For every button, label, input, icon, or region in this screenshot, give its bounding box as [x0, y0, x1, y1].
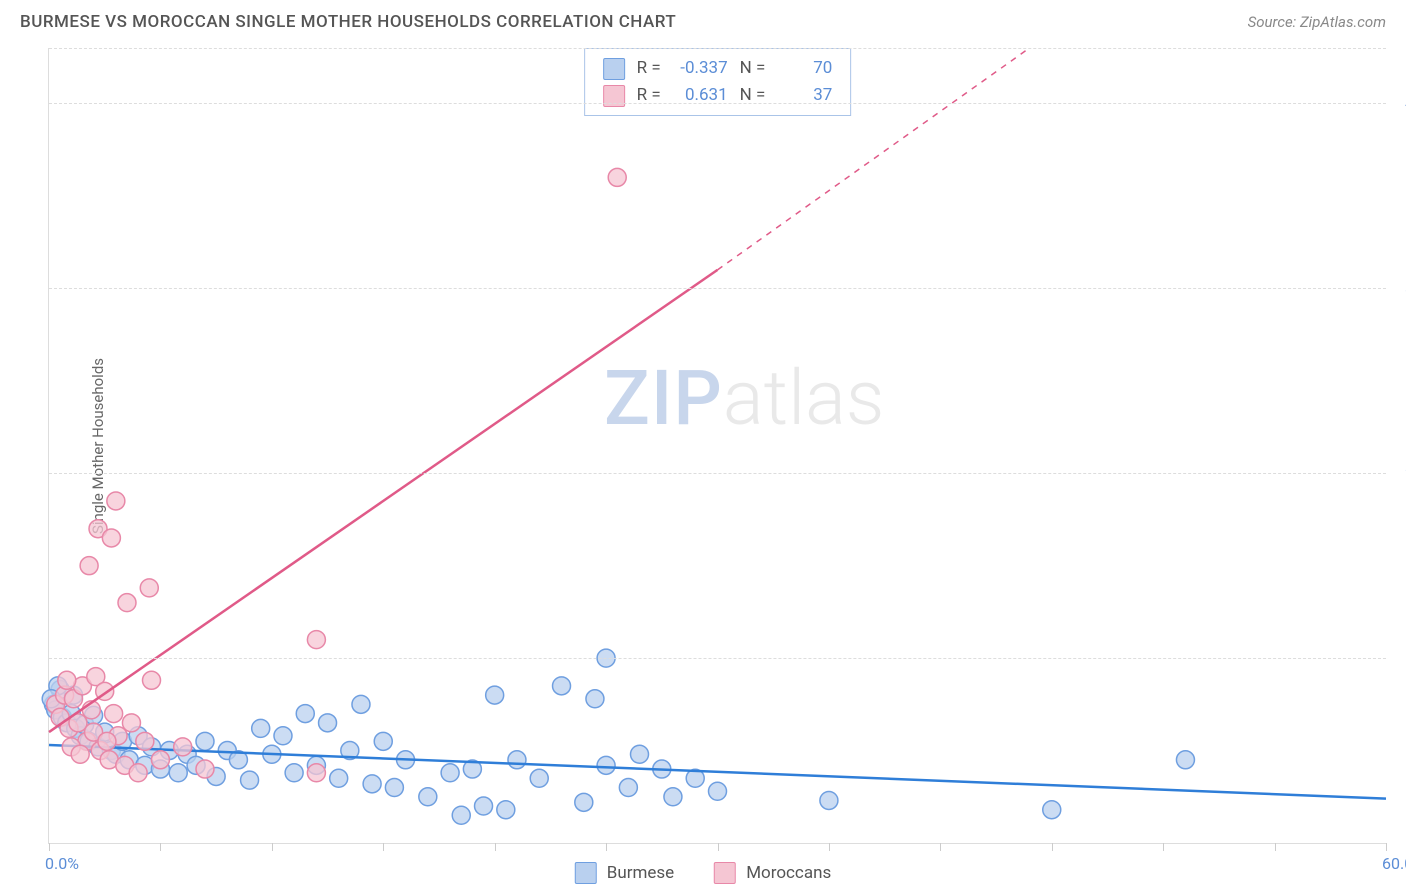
x-tick — [49, 843, 50, 851]
x-tick-label: 0.0% — [45, 854, 79, 873]
scatter-point — [319, 714, 337, 732]
stats-row: R = -0.337 N = 70 — [603, 55, 833, 82]
scatter-point — [631, 745, 649, 763]
x-tick — [160, 843, 161, 851]
x-tick-label: 60.0% — [1382, 854, 1406, 873]
stat-n-value: 70 — [777, 55, 832, 82]
scatter-point — [1043, 801, 1061, 819]
scatter-point — [169, 764, 187, 782]
x-tick — [1052, 843, 1053, 851]
scatter-point — [530, 769, 548, 787]
scatter-point — [374, 732, 392, 750]
scatter-point — [174, 738, 192, 756]
stat-r-label: R = — [637, 55, 661, 82]
scatter-point — [307, 764, 325, 782]
scatter-point — [274, 727, 292, 745]
scatter-point — [105, 705, 123, 723]
scatter-point — [452, 806, 470, 824]
scatter-point — [553, 677, 571, 695]
scatter-point — [252, 719, 270, 737]
stat-r-value: 0.631 — [673, 82, 728, 109]
scatter-point — [508, 751, 526, 769]
scatter-point — [1176, 751, 1194, 769]
scatter-point — [352, 695, 370, 713]
x-tick — [1275, 843, 1276, 851]
gridline — [49, 473, 1386, 474]
scatter-point — [486, 686, 504, 704]
scatter-point — [664, 788, 682, 806]
x-tick — [495, 843, 496, 851]
scatter-point — [122, 714, 140, 732]
scatter-point — [307, 631, 325, 649]
scatter-point — [475, 797, 493, 815]
scatter-point — [441, 764, 459, 782]
scatter-point — [608, 168, 626, 186]
legend-swatch — [714, 862, 736, 884]
x-tick — [606, 843, 607, 851]
gridline — [49, 288, 1386, 289]
gridline — [49, 48, 1386, 49]
scatter-point — [98, 732, 116, 750]
trend-line — [49, 270, 718, 732]
scatter-point — [118, 594, 136, 612]
x-tick — [1386, 843, 1387, 851]
scatter-point — [102, 529, 120, 547]
stats-legend-box: R = -0.337 N = 70 R = 0.631 N = 37 — [584, 48, 852, 116]
scatter-point — [58, 671, 76, 689]
legend-item: Moroccans — [714, 862, 831, 884]
chart-title: BURMESE VS MOROCCAN SINGLE MOTHER HOUSEH… — [20, 12, 676, 32]
scatter-point — [586, 690, 604, 708]
x-tick — [272, 843, 273, 851]
scatter-point — [143, 671, 161, 689]
legend-label: Moroccans — [746, 863, 831, 883]
scatter-point — [129, 764, 147, 782]
scatter-point — [575, 793, 593, 811]
stat-n-value: 37 — [777, 82, 832, 109]
scatter-svg — [49, 48, 1386, 843]
scatter-point — [330, 769, 348, 787]
scatter-point — [296, 705, 314, 723]
scatter-point — [709, 782, 727, 800]
scatter-point — [80, 557, 98, 575]
scatter-point — [419, 788, 437, 806]
legend-swatch — [603, 58, 625, 80]
scatter-point — [285, 764, 303, 782]
legend-swatch — [575, 862, 597, 884]
scatter-point — [71, 745, 89, 763]
x-tick — [940, 843, 941, 851]
bottom-legend: Burmese Moroccans — [575, 862, 831, 884]
scatter-point — [385, 779, 403, 797]
scatter-point — [619, 779, 637, 797]
legend-item: Burmese — [575, 862, 674, 884]
scatter-point — [820, 791, 838, 809]
source-credit: Source: ZipAtlas.com — [1248, 13, 1386, 31]
scatter-point — [497, 801, 515, 819]
x-tick — [829, 843, 830, 851]
scatter-point — [151, 751, 169, 769]
x-tick — [1163, 843, 1164, 851]
gridline — [49, 658, 1386, 659]
stat-r-label: R = — [637, 82, 661, 109]
scatter-point — [107, 492, 125, 510]
scatter-point — [140, 579, 158, 597]
x-tick — [718, 843, 719, 851]
chart-plot-area: ZIPatlas R = -0.337 N = 70 R = 0.631 N =… — [48, 48, 1386, 844]
scatter-point — [363, 775, 381, 793]
header-bar: BURMESE VS MOROCCAN SINGLE MOTHER HOUSEH… — [0, 0, 1406, 40]
stats-row: R = 0.631 N = 37 — [603, 82, 833, 109]
scatter-point — [597, 756, 615, 774]
gridline — [49, 103, 1386, 104]
scatter-point — [241, 771, 259, 789]
stat-n-label: N = — [740, 55, 766, 82]
scatter-point — [196, 732, 214, 750]
legend-label: Burmese — [607, 863, 674, 883]
x-tick — [383, 843, 384, 851]
stat-n-label: N = — [740, 82, 766, 109]
scatter-point — [196, 760, 214, 778]
scatter-point — [136, 732, 154, 750]
stat-r-value: -0.337 — [673, 55, 728, 82]
